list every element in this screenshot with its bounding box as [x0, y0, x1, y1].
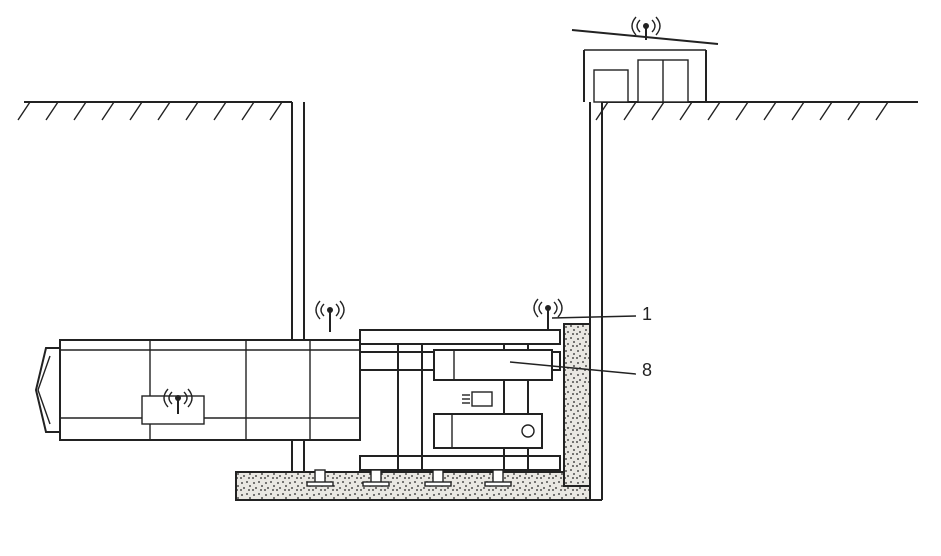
- pipe-jacking-machine: [36, 330, 560, 486]
- callout-8-label: 8: [642, 360, 652, 380]
- reaction-wall: [564, 324, 590, 486]
- antenna-pit-right: [534, 299, 562, 330]
- callout-1-label: 1: [642, 304, 652, 324]
- ground-right: [596, 102, 918, 120]
- ground-left: [18, 102, 292, 120]
- antenna-pit-left: [316, 301, 344, 332]
- surface-shed: [572, 30, 718, 102]
- floor-slab: [236, 472, 590, 500]
